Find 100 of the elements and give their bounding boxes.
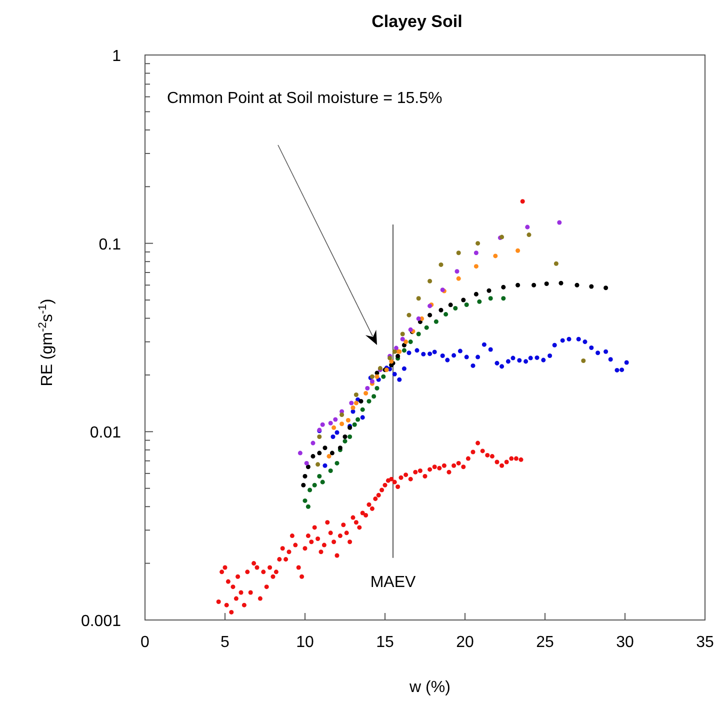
point	[394, 346, 398, 350]
x-tick-label: 5	[220, 634, 230, 651]
point	[308, 488, 312, 492]
y-tick-label: 0.1	[98, 236, 122, 254]
point	[506, 359, 510, 364]
point	[302, 474, 308, 478]
point	[488, 347, 493, 352]
point	[320, 480, 325, 484]
point	[576, 336, 581, 342]
point	[566, 336, 572, 342]
point	[346, 418, 350, 422]
x-tick-label: 10	[296, 634, 314, 651]
point	[332, 425, 336, 430]
point	[454, 269, 460, 274]
point	[404, 340, 408, 344]
point	[406, 350, 412, 356]
point	[500, 364, 504, 369]
point	[445, 358, 450, 362]
point	[396, 354, 400, 358]
point	[608, 357, 613, 362]
point	[408, 340, 413, 344]
point	[501, 284, 506, 290]
point	[352, 422, 357, 427]
point	[552, 342, 557, 348]
point	[356, 417, 360, 422]
point	[456, 250, 461, 256]
point	[554, 261, 558, 266]
point	[544, 282, 549, 286]
point	[470, 363, 476, 368]
point	[528, 356, 533, 360]
point	[354, 400, 358, 406]
point	[444, 312, 448, 317]
chart-title: Clayey Soil	[372, 12, 462, 31]
point	[474, 292, 478, 296]
point	[516, 248, 520, 253]
point	[525, 224, 530, 230]
point	[517, 358, 522, 363]
point	[501, 296, 506, 301]
point	[620, 368, 624, 372]
point	[516, 282, 520, 288]
point	[510, 356, 516, 360]
point	[474, 250, 478, 256]
point	[416, 316, 421, 321]
point	[364, 390, 368, 396]
point	[397, 377, 402, 382]
point	[342, 438, 348, 444]
point	[534, 355, 540, 360]
point	[493, 254, 498, 258]
point	[354, 392, 358, 398]
point	[486, 288, 492, 293]
annotation: Cmmon Point at Soil moisture = 15.5%	[167, 90, 442, 107]
point	[298, 450, 302, 456]
point	[320, 422, 325, 427]
point	[310, 454, 316, 459]
point	[400, 336, 405, 342]
point	[477, 299, 482, 304]
point	[326, 454, 332, 459]
point	[428, 312, 432, 318]
point	[541, 358, 546, 362]
point	[524, 359, 528, 364]
point	[342, 434, 348, 439]
point	[365, 386, 370, 391]
point	[330, 434, 336, 439]
point	[306, 504, 310, 509]
ref-line-label: MAEV	[370, 574, 416, 591]
point	[317, 450, 322, 456]
point	[358, 399, 364, 404]
point	[476, 241, 480, 246]
point	[448, 302, 453, 308]
point	[434, 319, 438, 324]
point	[482, 342, 486, 347]
point	[574, 282, 580, 288]
point	[494, 360, 500, 366]
point	[558, 280, 564, 286]
point	[348, 434, 352, 439]
point	[402, 342, 406, 348]
point	[438, 262, 444, 267]
point	[322, 463, 328, 468]
point	[360, 407, 365, 412]
point	[402, 348, 406, 353]
point	[464, 354, 469, 360]
point	[392, 349, 397, 354]
point	[582, 340, 588, 344]
point	[301, 482, 306, 488]
point	[402, 366, 406, 371]
x-tick-label: 25	[536, 634, 554, 651]
point	[349, 400, 354, 406]
point	[458, 348, 462, 354]
point	[316, 462, 320, 467]
x-tick-label: 20	[456, 634, 474, 651]
point	[557, 220, 562, 225]
x-axis-title: w (%)	[408, 679, 450, 696]
point	[624, 360, 629, 365]
point	[421, 352, 426, 356]
point	[474, 264, 478, 269]
y-tick-label: 0.01	[90, 424, 122, 442]
point	[548, 353, 552, 358]
point	[476, 354, 480, 360]
point	[322, 446, 328, 450]
point	[432, 350, 437, 354]
